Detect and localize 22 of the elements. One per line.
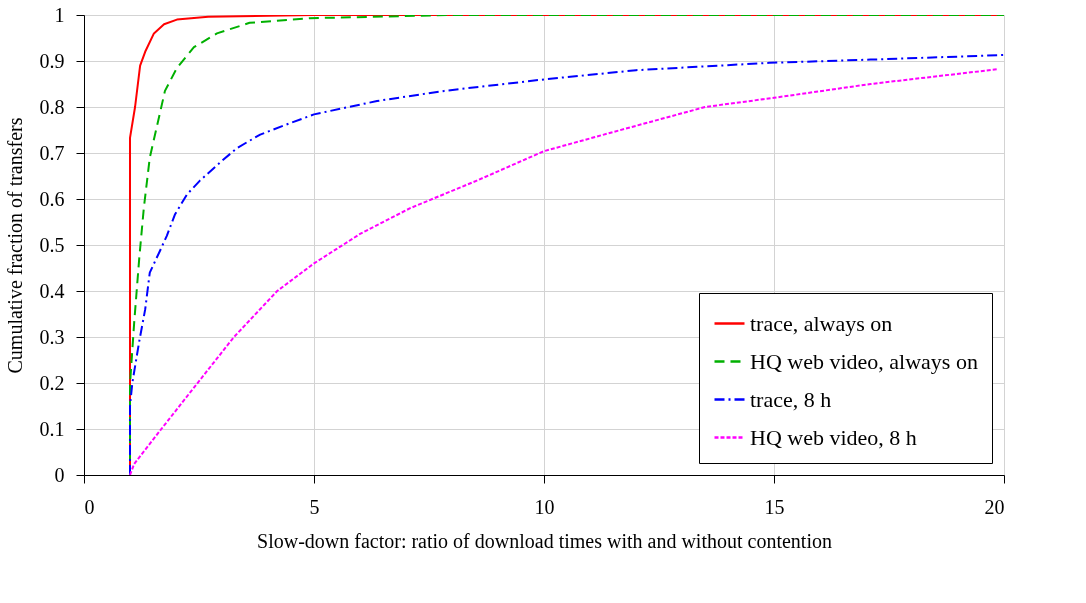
legend-label: trace, always on [750, 310, 893, 336]
y-tick-label: 0.5 [39, 233, 65, 256]
y-tick-label: 1 [54, 3, 65, 26]
y-tick-label: 0 [54, 463, 65, 486]
x-tick-label: 15 [764, 495, 785, 518]
y-tick-label: 0.3 [39, 325, 65, 348]
x-tick-label: 20 [984, 495, 1005, 518]
legend-label: HQ web video, 8 h [750, 424, 917, 450]
y-tick-label: 0.9 [39, 49, 65, 72]
x-tick-label: 0 [84, 495, 95, 518]
y-tick-label: 0.4 [39, 279, 65, 302]
x-axis-title: Slow-down factor: ratio of download times with and without contention [257, 529, 832, 552]
legend-label: HQ web video, always on [750, 348, 978, 374]
y-tick-label: 0.8 [39, 95, 65, 118]
y-tick-label: 0.7 [39, 141, 65, 164]
x-tick-label: 10 [534, 495, 555, 518]
x-tick-label: 5 [309, 495, 320, 518]
y-tick-label: 0.2 [39, 371, 65, 394]
y-tick-label: 0.6 [39, 187, 65, 210]
y-tick-label: 0.1 [39, 417, 65, 440]
legend-label: trace, 8 h [750, 386, 832, 412]
y-axis-title: Cumulative fraction of transfers [3, 117, 26, 374]
